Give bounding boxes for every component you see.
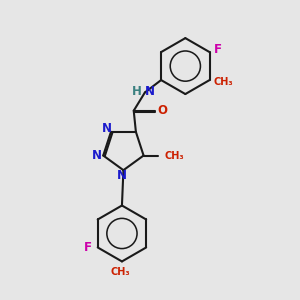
Text: N: N xyxy=(117,169,127,182)
Text: N: N xyxy=(92,149,102,162)
Text: CH₃: CH₃ xyxy=(111,267,130,277)
Text: F: F xyxy=(214,43,222,56)
Text: O: O xyxy=(158,104,168,117)
Text: H: H xyxy=(131,85,141,98)
Text: CH₃: CH₃ xyxy=(214,76,234,86)
Text: CH₃: CH₃ xyxy=(164,151,184,160)
Text: F: F xyxy=(84,241,92,254)
Text: N: N xyxy=(145,85,155,98)
Text: N: N xyxy=(102,122,112,135)
